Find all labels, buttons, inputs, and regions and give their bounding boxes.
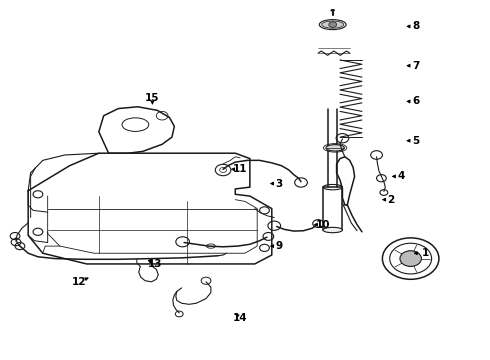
Ellipse shape [322,21,343,28]
Ellipse shape [326,145,344,151]
Circle shape [400,251,421,266]
Text: 6: 6 [412,96,419,107]
Text: 13: 13 [147,259,162,269]
Text: 15: 15 [145,93,160,103]
Text: 3: 3 [275,179,283,189]
Text: 1: 1 [422,248,429,258]
Text: 5: 5 [412,136,419,146]
Circle shape [329,22,337,27]
Text: 8: 8 [412,21,419,31]
Text: 4: 4 [397,171,405,181]
Text: 11: 11 [233,164,247,174]
Text: 7: 7 [412,61,419,71]
Text: 14: 14 [233,312,247,323]
Ellipse shape [319,19,346,30]
Text: 2: 2 [388,195,395,204]
Ellipse shape [331,9,335,11]
Ellipse shape [323,227,343,233]
Text: 12: 12 [72,277,87,287]
Text: 9: 9 [275,241,283,251]
Text: 10: 10 [316,220,330,230]
